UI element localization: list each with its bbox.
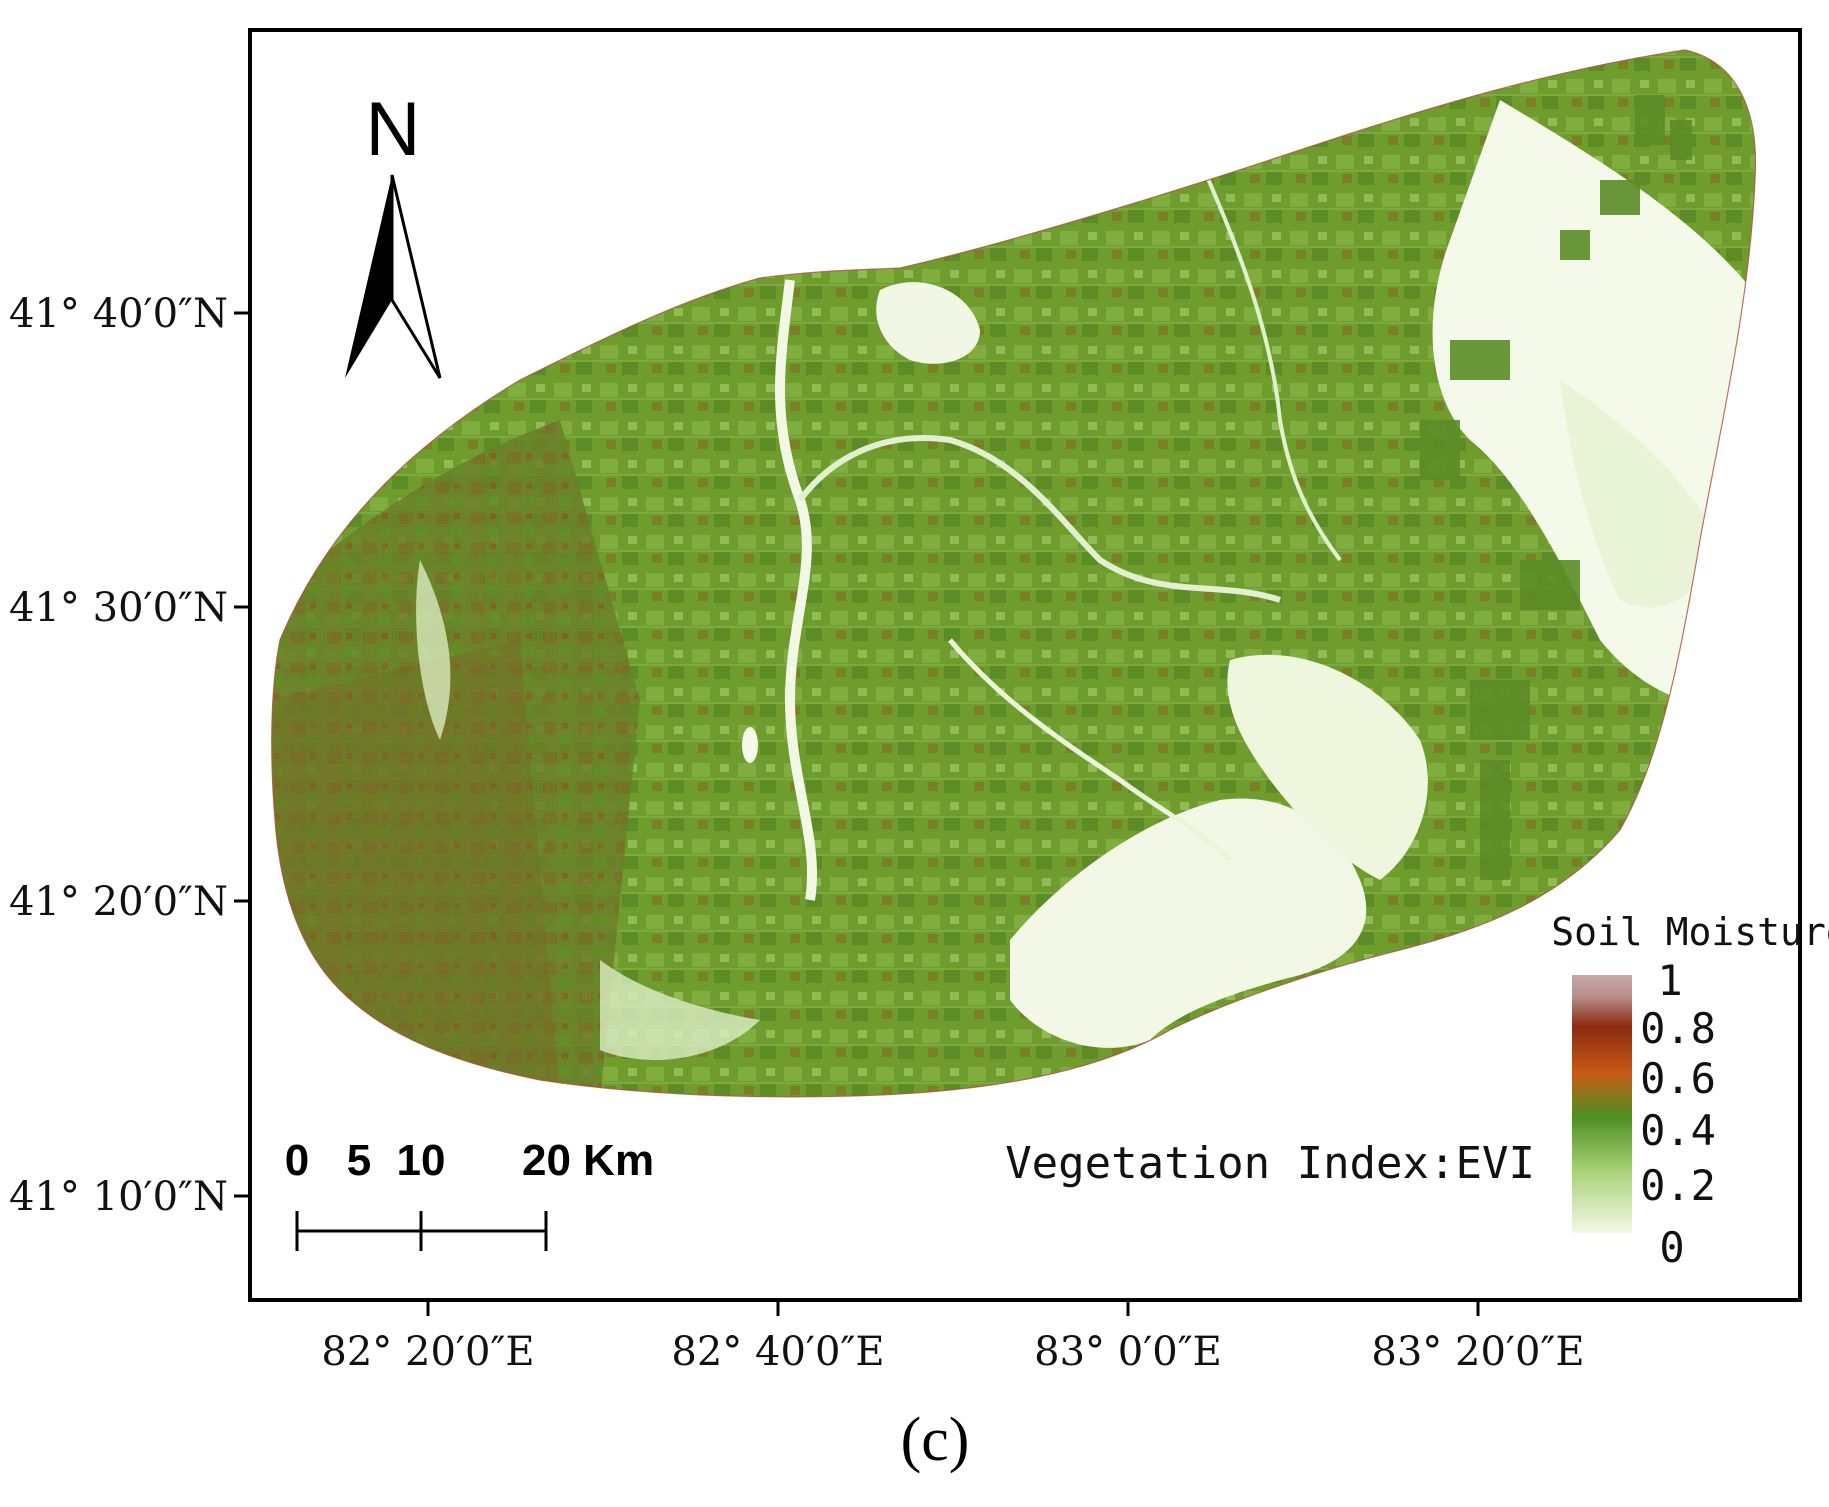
scale-label: 5: [347, 1136, 371, 1185]
legend-tick: 1: [1657, 956, 1682, 1005]
lon-tick-label: 82° 40′0″E: [671, 1329, 884, 1375]
legend-tick: 0.4: [1640, 1106, 1716, 1155]
soil-moisture-legend: Soil Moisture 1 0.8 0.6 0.4 0.2 0: [1551, 910, 1829, 1272]
lat-tick-label: 41° 20′0″N: [9, 879, 228, 925]
latitude-axis: 41° 40′0″N 41° 30′0″N 41° 20′0″N 41° 10′…: [9, 291, 250, 1220]
figure-caption: (c): [901, 1406, 970, 1474]
legend-title: Soil Moisture: [1551, 910, 1829, 954]
scale-label: 10: [397, 1136, 446, 1185]
scale-bar: 0 5 10 20 Km: [285, 1136, 654, 1251]
north-arrow: N: [345, 87, 442, 379]
north-label: N: [366, 87, 421, 172]
legend-colorbar: [1572, 975, 1632, 1233]
longitude-axis: 82° 20′0″E 82° 40′0″E 83° 0′0″E 83° 20′0…: [321, 1300, 1585, 1375]
lat-tick-label: 41° 10′0″N: [9, 1174, 228, 1220]
lat-tick-label: 41° 40′0″N: [9, 291, 228, 337]
lat-tick-label: 41° 30′0″N: [9, 585, 228, 631]
lon-tick-label: 83° 0′0″E: [1034, 1329, 1222, 1375]
legend-tick: 0.2: [1640, 1161, 1716, 1210]
region-outline: [271, 49, 1757, 1098]
legend-tick: 0: [1659, 1223, 1684, 1272]
lon-tick-label: 83° 20′0″E: [1371, 1329, 1584, 1375]
scale-label: 20 Km: [522, 1136, 654, 1185]
vegetation-index-label: Vegetation Index:EVI: [1005, 1138, 1535, 1189]
legend-tick: 0.6: [1640, 1054, 1716, 1103]
north-arrow-icon: [345, 175, 392, 378]
lon-tick-label: 82° 20′0″E: [321, 1329, 534, 1375]
legend-tick: 0.8: [1640, 1004, 1716, 1053]
scale-label: 0: [285, 1136, 309, 1185]
